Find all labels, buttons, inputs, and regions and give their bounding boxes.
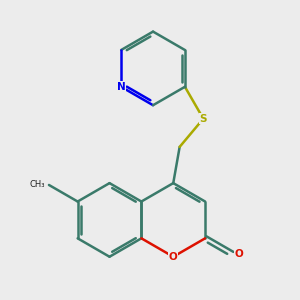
Text: N: N xyxy=(117,82,125,92)
Text: O: O xyxy=(235,249,243,259)
Text: CH₃: CH₃ xyxy=(30,180,45,189)
Text: S: S xyxy=(200,114,207,124)
Text: O: O xyxy=(169,252,178,262)
